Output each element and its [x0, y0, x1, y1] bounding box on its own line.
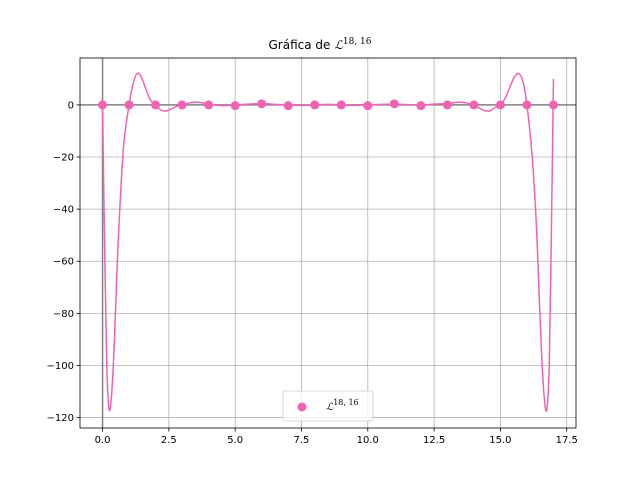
data-point	[177, 100, 187, 110]
chart-title-prefix: Gráfica de	[268, 38, 334, 52]
data-point	[124, 100, 134, 110]
data-point	[416, 101, 426, 111]
y-tick-label: −100	[47, 361, 74, 372]
marker-layer	[98, 99, 558, 111]
data-point	[389, 99, 399, 109]
plot-background	[80, 58, 576, 428]
x-tick-label: 10.0	[357, 435, 379, 446]
data-point	[363, 101, 373, 111]
legend-label-superscript: 18, 16	[333, 398, 358, 407]
y-tick-label: 0	[68, 100, 74, 111]
data-point	[283, 101, 293, 111]
plot-area	[79, 57, 577, 429]
x-tick-label: 12.5	[423, 435, 445, 446]
data-point	[548, 100, 558, 110]
x-tick-label: 17.5	[556, 435, 578, 446]
x-axis: 0.0 2.5 5.0 7.5 10.0 12.5 15.0 17.5	[95, 428, 578, 446]
chart-title: Gráfica de ℒ18, 16	[268, 37, 371, 52]
y-tick-label: −20	[53, 153, 74, 164]
data-point	[336, 100, 346, 110]
y-tick-label: −120	[47, 413, 74, 424]
legend-label-symbol: ℒ	[326, 402, 334, 413]
curve-layer	[101, 72, 555, 413]
y-tick-label: −80	[53, 309, 74, 320]
x-tick-label: 2.5	[161, 435, 177, 446]
x-tick-label: 5.0	[227, 435, 243, 446]
data-point	[522, 100, 532, 110]
data-point	[151, 100, 161, 110]
chart-title-symbol: ℒ	[334, 38, 343, 52]
x-tick-label: 7.5	[294, 435, 310, 446]
data-point	[257, 99, 267, 109]
x-tick-label: 15.0	[489, 435, 511, 446]
data-point	[98, 100, 108, 110]
y-tick-label: −40	[53, 205, 74, 216]
y-axis: 0 −20 −40 −60 −80 −100 −120	[47, 100, 80, 424]
x-tick-label: 0.0	[95, 435, 111, 446]
legend-label: ℒ18, 16	[326, 398, 359, 413]
data-point	[230, 101, 240, 111]
data-point	[495, 100, 505, 110]
legend: ℒ18, 16	[282, 390, 374, 422]
data-point	[469, 100, 479, 110]
series-curve	[101, 72, 555, 413]
plot-frame	[79, 57, 577, 429]
legend-box	[282, 390, 374, 422]
legend-marker	[297, 402, 307, 412]
data-point	[204, 100, 214, 110]
chart-title-superscript: 18, 16	[343, 37, 372, 47]
y-tick-label: −60	[53, 257, 74, 268]
data-point	[442, 100, 452, 110]
data-point	[310, 100, 320, 110]
